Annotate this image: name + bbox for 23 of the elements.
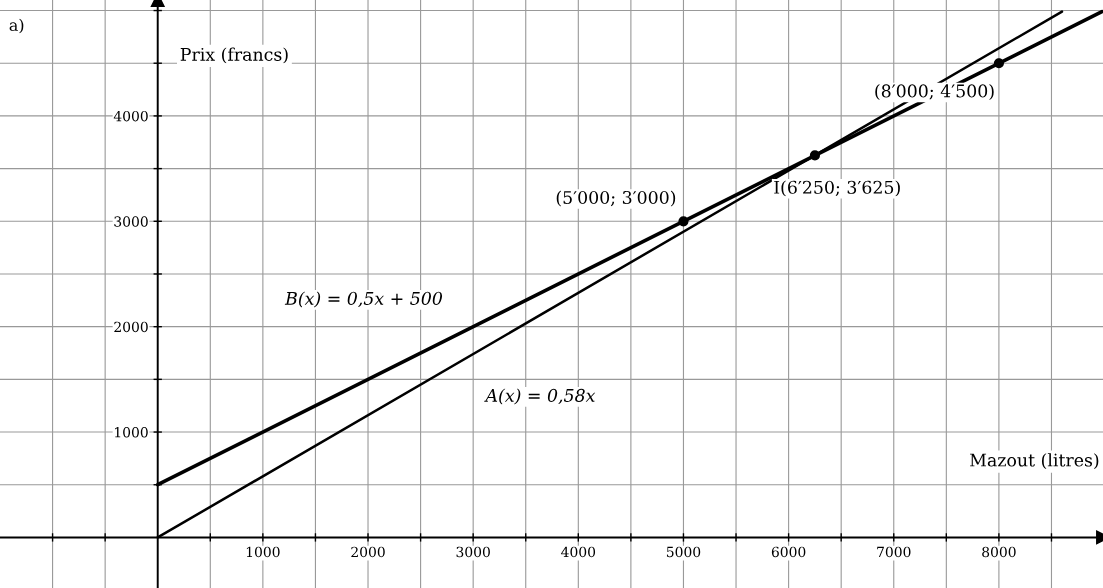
y-tick-label: 1000 [115, 427, 148, 438]
x-tick-label: 1000 [246, 546, 280, 558]
annotation: (5′000; 3′000) [556, 190, 676, 207]
annotation: I(6′250; 3′625) [774, 180, 900, 197]
x-tick-label: 4000 [561, 546, 596, 558]
series-label: B(x) = 0,5x + 500 [284, 291, 442, 308]
y-tick-label: 4000 [113, 110, 148, 122]
annotation: a) [9, 18, 24, 34]
x-tick-label: 7000 [877, 546, 911, 558]
x-tick-label: 5000 [666, 546, 701, 558]
x-tick-label: 8000 [982, 546, 1016, 558]
text: A(x) = 0,58x [484, 388, 596, 405]
point [678, 216, 689, 227]
point [809, 150, 820, 161]
x-tick-label: 3000 [456, 546, 490, 558]
x-tick-label: 2000 [351, 546, 385, 558]
point [993, 58, 1004, 69]
y-tick-label: 3000 [114, 216, 148, 227]
y-axis-title: Prix (francs) [180, 47, 288, 64]
annotation: (8′000; 4′500) [875, 84, 994, 100]
y-tick-label: 2000 [114, 321, 148, 333]
x-axis-title: Mazout (litres) [970, 453, 1099, 470]
x-tick-label: 6000 [771, 546, 806, 558]
